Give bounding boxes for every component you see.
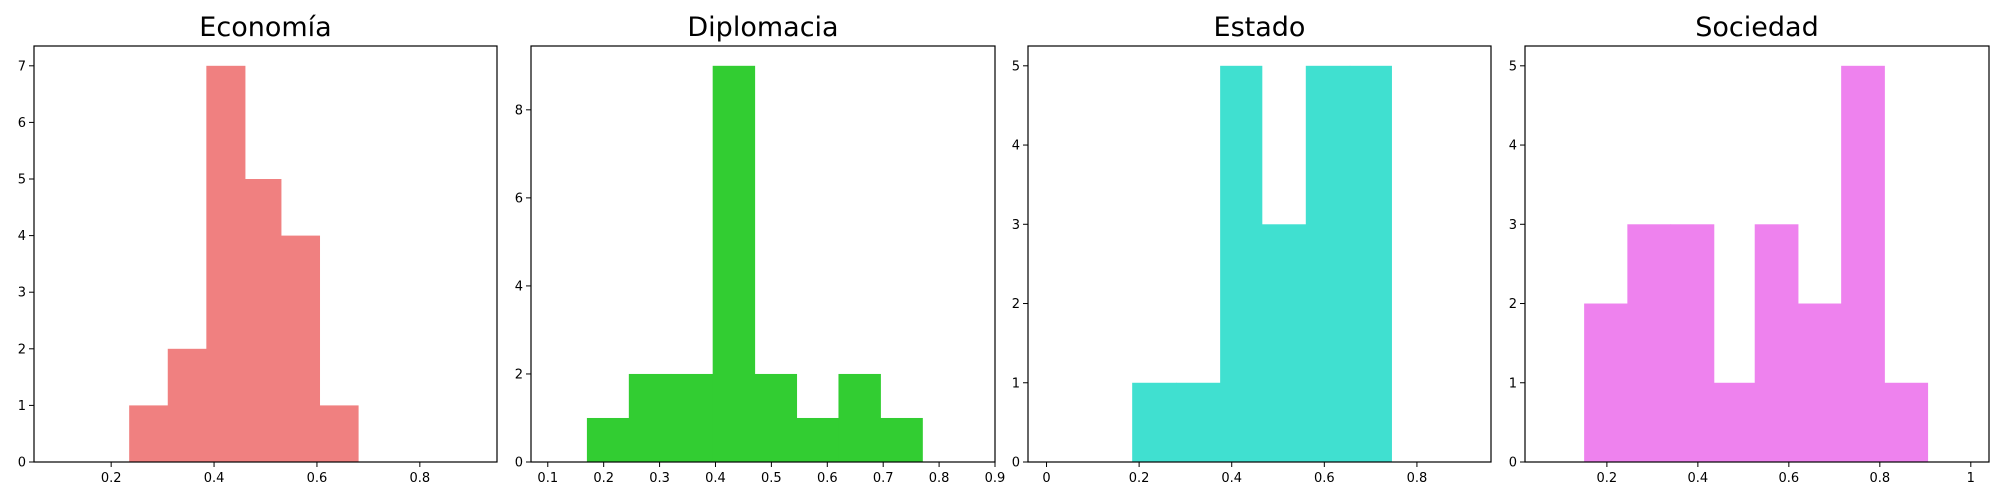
histogram-bar (1220, 65, 1263, 463)
y-tick-label: 0 (515, 456, 523, 471)
histogram-bar (712, 65, 756, 463)
x-tick-label: 1 (1967, 471, 1975, 486)
y-tick-label: 8 (515, 103, 523, 118)
subplot-3: Estado 0 0.2 0.4 0.6 0.8 0 1 2 3 4 5 (1012, 12, 1492, 486)
y-tick-label: 3 (1509, 218, 1517, 233)
x-tick-label: 0.8 (929, 471, 950, 486)
histogram-bar (1797, 303, 1842, 462)
y-tick-label: 2 (18, 342, 26, 357)
subplot-title: Estado (1214, 12, 1306, 43)
histogram-bar (880, 417, 923, 462)
y-tick-label: 2 (515, 367, 523, 382)
y-tick-label: 0 (1509, 456, 1517, 471)
y-tick-label: 5 (1509, 59, 1517, 74)
y-tick-label: 0 (1012, 456, 1020, 471)
subplot-title: Economía (199, 12, 331, 43)
y-tick-label: 4 (515, 279, 523, 294)
y-tick-label: 1 (1012, 376, 1020, 391)
histogram-bar (1305, 65, 1351, 463)
x-tick-label: 0.4 (204, 471, 225, 486)
y-tick-label: 4 (1012, 139, 1020, 154)
y-tick-label: 4 (18, 229, 26, 244)
x-tick-label: 0.6 (1778, 471, 1799, 486)
histogram-bar (1627, 224, 1672, 462)
histogram-bar (1176, 382, 1221, 462)
histogram-bar (129, 405, 169, 462)
y-tick-label: 0 (18, 456, 26, 471)
x-tick-label: 0.5 (761, 471, 782, 486)
plot-frame (33, 45, 498, 463)
histogram-bar (1754, 224, 1799, 462)
x-tick-label: 0.4 (705, 471, 726, 486)
histogram-bar (670, 373, 714, 462)
y-tick-label: 5 (1012, 59, 1020, 74)
y-tick-label: 5 (18, 173, 26, 188)
subplot-title: Diplomacia (687, 12, 838, 43)
histogram-bar (1884, 382, 1929, 462)
y-tick-label: 6 (515, 191, 523, 206)
histogram-bar (167, 348, 207, 462)
plot-frame (1027, 45, 1492, 463)
y-tick-label: 3 (18, 286, 26, 301)
y-tick-label: 3 (1012, 218, 1020, 233)
x-tick-label: 0.6 (307, 471, 328, 486)
subplot-1: Economía 0.2 0.4 0.6 0.8 0 1 2 3 4 5 6 7 (18, 12, 498, 486)
histogram-bar (1132, 382, 1177, 462)
histogram-bar (628, 373, 672, 462)
histogram-bar (754, 373, 798, 462)
x-tick-label: 0.2 (101, 471, 122, 486)
x-tick-label: 0.7 (873, 471, 894, 486)
y-tick-label: 4 (1509, 139, 1517, 154)
x-tick-label: 0.6 (817, 471, 838, 486)
x-tick-label: 0 (1042, 471, 1050, 486)
y-tick-label: 2 (1509, 297, 1517, 312)
histogram-bar (206, 65, 246, 463)
plot-frame (1524, 45, 1990, 463)
y-tick-label: 7 (18, 59, 26, 74)
x-tick-label: 0.8 (1869, 471, 1890, 486)
subplot-2: Diplomacia 0.1 0.2 0.3 0.4 0.5 0.6 0.7 0.8 0.9 0 2 4… (515, 12, 1006, 486)
x-tick-label: 0.3 (649, 471, 670, 486)
histogram-bar (796, 417, 839, 462)
x-tick-label: 0.4 (1221, 471, 1242, 486)
histogram-bar (1670, 224, 1715, 462)
histogram-bar (1584, 303, 1628, 462)
histogram-bar (1841, 65, 1885, 463)
histogram-bar (838, 373, 881, 462)
subplot-title: Sociedad (1695, 12, 1818, 43)
x-tick-label: 0.9 (985, 471, 1006, 486)
x-tick-label: 0.2 (1129, 471, 1150, 486)
y-tick-label: 1 (1509, 376, 1517, 391)
histogram-bar (319, 405, 359, 462)
y-tick-label: 6 (18, 116, 26, 131)
histogram-bar (586, 417, 630, 462)
x-tick-label: 0.8 (1407, 471, 1428, 486)
x-tick-label: 0.2 (1597, 471, 1618, 486)
histogram-bar (244, 179, 282, 462)
x-tick-label: 0.2 (593, 471, 614, 486)
histogram-bar (1713, 382, 1756, 462)
histogram-bar (1261, 224, 1307, 462)
y-tick-label: 2 (1012, 297, 1020, 312)
x-tick-label: 0.8 (409, 471, 430, 486)
histogram-bar (1349, 65, 1392, 463)
plot-frame (530, 45, 996, 463)
x-tick-label: 0.1 (537, 471, 558, 486)
x-tick-label: 0.6 (1314, 471, 1335, 486)
histogram-bar (280, 235, 321, 462)
x-tick-label: 0.4 (1688, 471, 1709, 486)
y-tick-label: 1 (18, 399, 26, 414)
subplot-4: Sociedad 0.2 0.4 0.6 0.8 1 0 1 2 3 4 5 (1509, 12, 1990, 486)
